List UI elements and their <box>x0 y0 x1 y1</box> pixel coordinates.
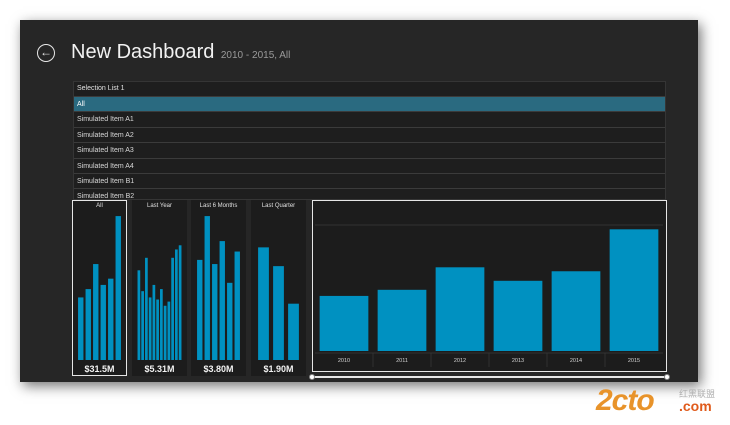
tile-bar <box>145 257 148 360</box>
page-title: New Dashboard <box>71 41 215 63</box>
yearly-chart-svg: 2010 2011 2012 2013 2014 2015 <box>315 224 663 367</box>
tile-bar <box>115 216 121 360</box>
tile-bar <box>108 278 114 360</box>
tile-bar <box>171 257 174 360</box>
dashboard-window: ← New Dashboard 2010 - 2015, All Selecti… <box>20 20 698 382</box>
year-tick-label: 2015 <box>628 358 640 364</box>
tile-bar-chart <box>137 245 182 360</box>
watermark-cn: 红黑联盟 <box>679 389 716 399</box>
year-tick-label: 2013 <box>512 358 524 364</box>
tile-value: $5.31M <box>144 364 175 374</box>
tile-bar <box>148 297 152 360</box>
tile-bar <box>273 266 284 360</box>
year-tick-label: 2011 <box>396 358 408 364</box>
range-start-handle[interactable] <box>309 374 315 380</box>
summary-tile[interactable]: Last Quarter $1.90M <box>251 200 306 376</box>
tile-bar <box>152 284 156 360</box>
watermark-logo: 2cto 红黑联盟 .com <box>596 384 726 420</box>
yearly-bar-chart[interactable]: 2010 2011 2012 2013 2014 2015 <box>312 200 667 372</box>
tile-bar <box>178 245 182 360</box>
tile-bar <box>167 301 171 360</box>
selection-list-item[interactable]: Simulated Item B2 <box>74 188 665 199</box>
summary-tile[interactable]: Last 6 Months $3.80M <box>191 200 246 376</box>
tile-value: $31.5M <box>84 364 115 374</box>
tile-bar-chart <box>197 216 240 360</box>
tile-bar <box>163 305 167 360</box>
title-row: New Dashboard 2010 - 2015, All <box>71 41 290 64</box>
page-subtitle: 2010 - 2015, All <box>220 50 291 61</box>
tile-title: All <box>96 203 103 209</box>
selection-list: Selection List 1 All Simulated Item A1 Sim… <box>73 81 666 200</box>
tile-bar <box>156 299 159 360</box>
arrow-left-icon: ← <box>40 45 52 59</box>
year-bar[interactable] <box>319 295 369 351</box>
tile-bar-chart <box>78 216 121 360</box>
tile-bar <box>93 264 99 360</box>
summary-tile[interactable]: All $31.5M <box>72 200 127 376</box>
selection-list-item[interactable]: Simulated Item B1 <box>74 172 665 188</box>
selection-list-item[interactable]: Simulated Item A4 <box>74 157 665 173</box>
tile-title: Last 6 Months <box>199 203 238 209</box>
year-bar[interactable] <box>493 280 543 351</box>
tile-bar <box>234 251 240 360</box>
year-tick-label: 2010 <box>338 358 350 364</box>
year-bar[interactable] <box>435 267 485 351</box>
selection-list-item[interactable]: Simulated Item A2 <box>74 126 665 142</box>
tile-bar <box>78 297 84 360</box>
year-tick-label: 2014 <box>570 358 582 364</box>
tile-bar-chart <box>258 247 299 360</box>
tile-bar <box>258 247 269 360</box>
tile-bar <box>85 289 91 360</box>
tile-value: $3.80M <box>203 364 234 374</box>
selection-list-item[interactable]: Simulated Item A1 <box>74 111 665 126</box>
watermark-main: 2cto <box>596 384 655 417</box>
tile-bar <box>204 216 210 360</box>
tile-bar <box>141 291 144 360</box>
tile-title: Last Year <box>146 203 173 209</box>
tile-title: Last Quarter <box>261 203 296 209</box>
summary-tile[interactable]: Last Year $5.31M <box>132 200 187 376</box>
tile-bar <box>175 249 178 360</box>
tile-bar <box>137 270 141 360</box>
tile-bar <box>288 303 299 360</box>
tile-bar <box>197 259 203 360</box>
range-end-handle[interactable] <box>664 374 670 380</box>
tile-bar <box>212 264 218 360</box>
range-slider-track <box>312 376 667 378</box>
tile-bar <box>219 241 225 360</box>
year-tick-label: 2012 <box>454 358 466 364</box>
year-bar[interactable] <box>377 289 427 351</box>
tile-bar <box>160 289 163 360</box>
tile-value: $1.90M <box>263 364 294 374</box>
watermark-domain: .com <box>679 398 712 414</box>
tile-bar <box>100 284 106 360</box>
year-bar[interactable] <box>609 229 659 351</box>
tile-bar <box>227 282 233 360</box>
selection-list-item[interactable]: Simulated Item A3 <box>74 142 665 157</box>
range-slider[interactable] <box>309 373 670 381</box>
selection-list-header: Selection List 1 <box>77 85 125 92</box>
selection-list-item[interactable]: All <box>74 96 665 112</box>
back-button[interactable]: ← <box>37 44 55 62</box>
year-bar[interactable] <box>551 271 601 351</box>
